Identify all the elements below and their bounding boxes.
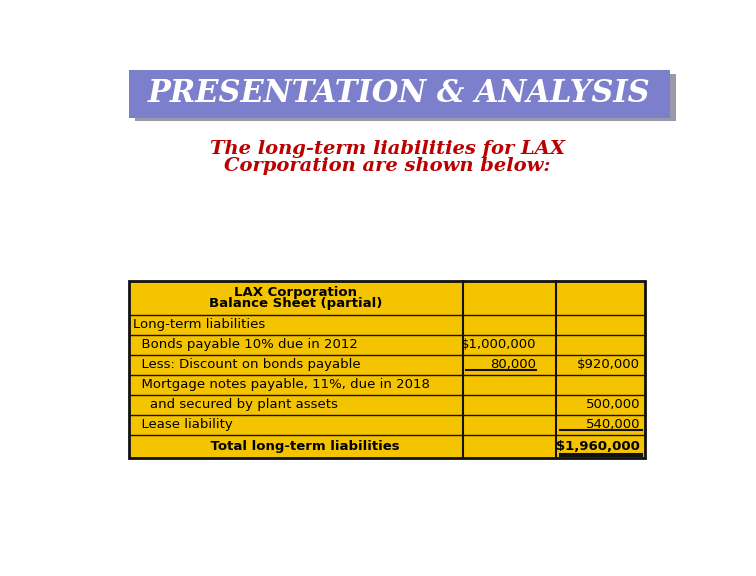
FancyBboxPatch shape	[135, 74, 676, 122]
Text: $1,000,000: $1,000,000	[460, 338, 536, 351]
FancyBboxPatch shape	[129, 281, 645, 458]
FancyBboxPatch shape	[129, 70, 670, 118]
Text: $920,000: $920,000	[577, 358, 640, 372]
Text: Bonds payable 10% due in 2012: Bonds payable 10% due in 2012	[133, 338, 358, 351]
Text: Long-term liabilities: Long-term liabilities	[133, 319, 265, 331]
Text: The long-term liabilities for LAX: The long-term liabilities for LAX	[210, 140, 565, 158]
Text: PRESENTATION & ANALYSIS: PRESENTATION & ANALYSIS	[147, 78, 650, 109]
Text: LAX Corporation: LAX Corporation	[234, 286, 358, 299]
Text: $1,960,000: $1,960,000	[556, 440, 640, 453]
Text: 80,000: 80,000	[490, 358, 536, 372]
Text: Corporation are shown below:: Corporation are shown below:	[224, 157, 551, 175]
Text: 540,000: 540,000	[586, 418, 640, 431]
Text: Total long-term liabilities: Total long-term liabilities	[192, 440, 400, 453]
Text: Balance Sheet (partial): Balance Sheet (partial)	[209, 297, 383, 310]
Text: Mortgage notes payable, 11%, due in 2018: Mortgage notes payable, 11%, due in 2018	[133, 378, 430, 391]
Text: Lease liability: Lease liability	[133, 418, 233, 431]
Text: 500,000: 500,000	[586, 399, 640, 411]
Text: and secured by plant assets: and secured by plant assets	[133, 399, 338, 411]
Text: Less: Discount on bonds payable: Less: Discount on bonds payable	[133, 358, 361, 372]
